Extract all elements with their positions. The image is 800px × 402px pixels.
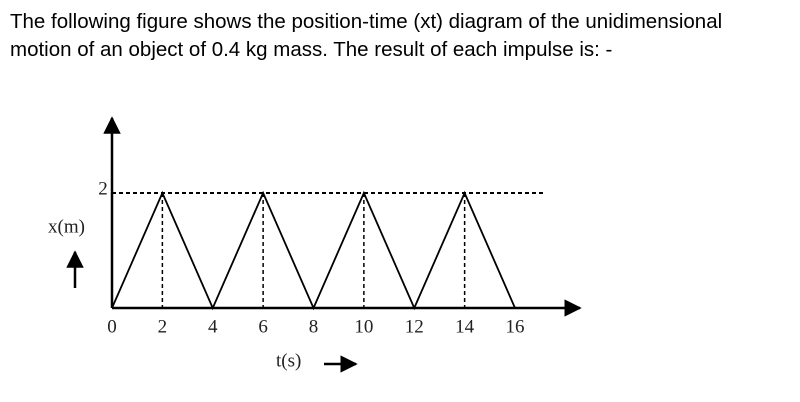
x-axis-label: t(s) bbox=[276, 350, 301, 371]
x-tick-label: 6 bbox=[258, 316, 268, 337]
x-tick-label: 8 bbox=[309, 316, 319, 337]
x-tick-label: 16 bbox=[506, 316, 525, 337]
y-axis-label: x(m) bbox=[48, 216, 85, 237]
x-tick-label: 2 bbox=[158, 316, 168, 337]
x-tick-label: 0 bbox=[107, 316, 117, 337]
y-tick-label: 2 bbox=[98, 178, 108, 199]
position-line bbox=[111, 190, 516, 311]
x-tick-label: 14 bbox=[455, 316, 475, 337]
x-tick-label: 12 bbox=[405, 316, 424, 337]
question-text: The following figure shows the position-… bbox=[10, 10, 723, 61]
x-tick-label: 4 bbox=[208, 316, 218, 337]
x-tick-label: 10 bbox=[354, 316, 373, 337]
